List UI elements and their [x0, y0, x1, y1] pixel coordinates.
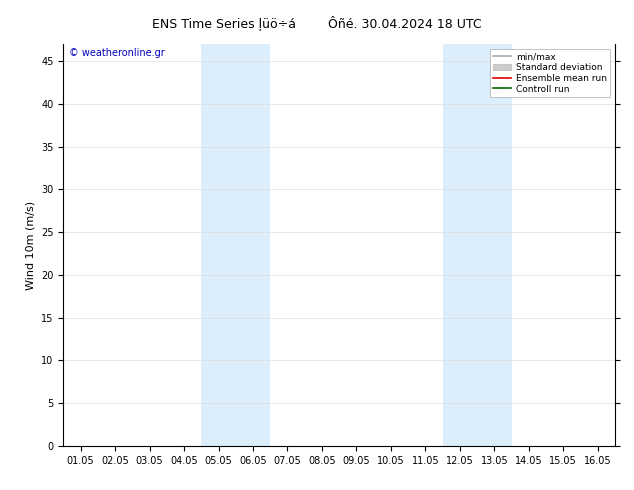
Legend: min/max, Standard deviation, Ensemble mean run, Controll run: min/max, Standard deviation, Ensemble me… [489, 49, 611, 97]
Text: © weatheronline.gr: © weatheronline.gr [69, 48, 165, 58]
Text: ENS Time Series ļüö÷á        Ôñé. 30.04.2024 18 UTC: ENS Time Series ļüö÷á Ôñé. 30.04.2024 18… [152, 15, 482, 30]
Y-axis label: Wind 10m (m/s): Wind 10m (m/s) [25, 200, 36, 290]
Bar [202, 44, 270, 446]
Bar [443, 44, 512, 446]
